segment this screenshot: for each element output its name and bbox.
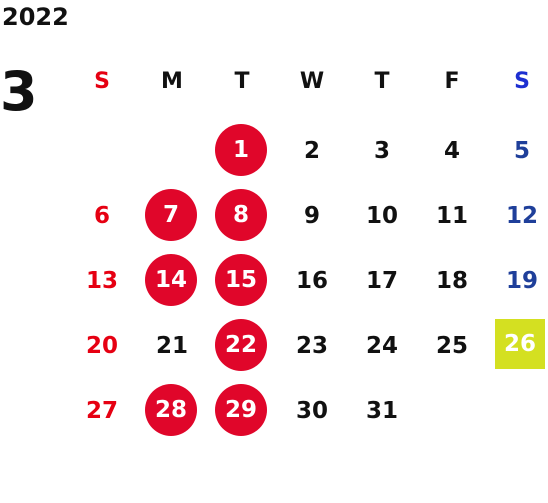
day-cell: 13	[85, 268, 118, 294]
day-cell: 9	[303, 203, 320, 229]
marked-day-cell: 28	[145, 384, 197, 436]
week-row-4: 20 21 22 23 24 25 26	[69, 319, 548, 375]
day-cell: 16	[295, 268, 328, 294]
day-cell	[495, 384, 548, 438]
weekday-mon: M	[161, 68, 183, 94]
day-cell	[425, 384, 479, 438]
day-cell: 25	[435, 333, 468, 359]
month-label: 3	[0, 60, 38, 123]
week-row-5: 27 28 29 30 31	[69, 384, 548, 440]
highlighted-day-cell: 26	[495, 319, 545, 369]
year-label: 2022	[2, 3, 69, 31]
day-cell: 30	[295, 398, 328, 424]
day-cell: 18	[435, 268, 468, 294]
day-cell	[145, 124, 199, 178]
weekday-fri: F	[444, 68, 460, 94]
day-cell	[75, 124, 129, 178]
marked-day-cell: 1	[215, 124, 267, 176]
weekday-wed: W	[299, 68, 325, 94]
week-row-3: 13 14 15 16 17 18 19	[69, 254, 548, 310]
week-row-1: 1 2 3 4 5	[69, 124, 548, 180]
day-cell: 23	[295, 333, 328, 359]
day-cell: 4	[443, 138, 460, 164]
day-cell: 17	[365, 268, 398, 294]
weekday-sun: S	[94, 68, 110, 94]
day-cell: 20	[85, 333, 118, 359]
weekday-thu: T	[374, 68, 390, 94]
weekday-header: S M T W T F S	[69, 60, 548, 116]
day-cell: 5	[513, 138, 530, 164]
marked-day-cell: 7	[145, 189, 197, 241]
day-cell: 19	[505, 268, 538, 294]
day-cell: 10	[365, 203, 398, 229]
day-cell: 27	[85, 398, 118, 424]
day-cell: 6	[93, 203, 110, 229]
marked-day-cell: 14	[145, 254, 197, 306]
weekday-sat: S	[514, 68, 530, 94]
day-cell: 21	[155, 333, 188, 359]
day-cell: 11	[435, 203, 468, 229]
week-row-2: 6 7 8 9 10 11 12	[69, 189, 548, 245]
marked-day-cell: 8	[215, 189, 267, 241]
day-cell: 24	[365, 333, 398, 359]
marked-day-cell: 29	[215, 384, 267, 436]
day-cell: 3	[373, 138, 390, 164]
marked-day-cell: 22	[215, 319, 267, 371]
marked-day-cell: 15	[215, 254, 267, 306]
day-cell: 31	[365, 398, 398, 424]
day-cell: 12	[505, 203, 538, 229]
weekday-tue: T	[234, 68, 250, 94]
day-cell: 2	[303, 138, 320, 164]
